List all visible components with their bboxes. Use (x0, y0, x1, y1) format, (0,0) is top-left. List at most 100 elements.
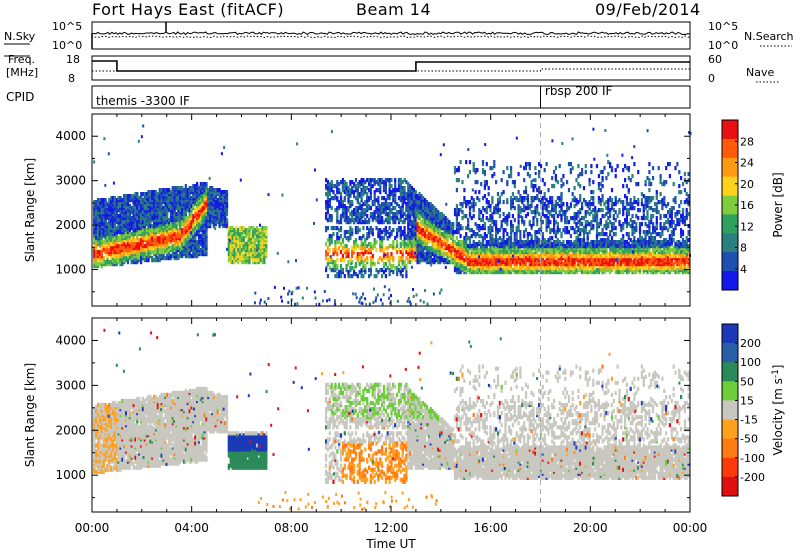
echo-cell (440, 224, 443, 229)
echo-cell (399, 242, 402, 247)
echo-cell (403, 190, 406, 195)
echo-cell (439, 216, 442, 221)
echo-cell (502, 228, 505, 233)
echo-cell (188, 186, 191, 191)
echo-cell (394, 206, 397, 211)
echo-cell (541, 212, 544, 217)
echo-cell (403, 178, 406, 183)
echo-cell (553, 170, 556, 175)
echo-cell (541, 200, 544, 205)
echo-cell (457, 226, 460, 231)
echo-cell (379, 216, 382, 221)
echo-cell (199, 248, 202, 253)
echo-cell (543, 260, 546, 265)
echo-cell (246, 228, 249, 233)
echo-cell (511, 180, 514, 185)
echo-cell (481, 214, 485, 219)
echo-cell (410, 250, 414, 255)
echo-cell (154, 200, 158, 205)
echo-cell (495, 220, 498, 225)
echo-cell (362, 242, 365, 247)
echo-cell (523, 270, 526, 275)
echo-cell (229, 226, 232, 231)
echo-cell (384, 274, 387, 279)
echo-cell (554, 230, 557, 235)
echo-cell (418, 222, 421, 227)
echo-cell (237, 232, 240, 237)
echo-cell (248, 232, 251, 237)
echo-cell (487, 248, 490, 253)
echo-cell (538, 190, 541, 195)
echo-cell (147, 190, 150, 195)
echo-cell (453, 268, 457, 273)
echo-cell (326, 190, 329, 195)
echo-cell (513, 232, 516, 237)
echo-cell (111, 238, 115, 243)
echo-cell (259, 228, 262, 233)
echo-cell (480, 182, 483, 187)
echo-cell (225, 218, 229, 223)
echo-cell (255, 258, 258, 263)
echo-cell (216, 220, 219, 225)
echo-cell (508, 240, 511, 245)
echo-cell (442, 238, 445, 243)
echo-cell (175, 246, 178, 251)
echo-cell (465, 256, 468, 261)
echo-cell (562, 262, 565, 267)
echo-cell (439, 256, 442, 261)
echo-cell (433, 206, 436, 211)
echo-cell (468, 160, 472, 165)
echo-cell (160, 188, 163, 193)
echo-cell (560, 246, 563, 251)
echo-cell (164, 226, 167, 231)
echo-cell (386, 212, 389, 217)
echo-cell (143, 218, 146, 223)
echo-cell (384, 256, 387, 261)
echo-cell (534, 258, 537, 263)
echo-cell (140, 224, 143, 229)
echo-cell (332, 226, 335, 231)
echo-cell (199, 212, 202, 217)
echo-cell (113, 200, 116, 205)
echo-cell (495, 180, 498, 185)
echo-cell (358, 270, 361, 275)
echo-cell (334, 226, 337, 231)
echo-cell (164, 236, 167, 241)
echo-cell (255, 234, 258, 239)
echo-cell (336, 258, 339, 263)
echo-cell (455, 236, 458, 241)
echo-cell (130, 194, 133, 199)
echo-cell (110, 218, 113, 223)
echo-cell (360, 204, 363, 209)
echo-cell (487, 192, 490, 197)
echo-cell (218, 196, 221, 201)
echo-cell (375, 248, 378, 253)
echo-cell (405, 242, 408, 247)
echo-cell (549, 252, 552, 257)
echo-cell (536, 250, 539, 255)
echo-cell (483, 208, 486, 213)
echo-cell (207, 222, 210, 227)
echo-cell (481, 252, 485, 257)
echo-cell (123, 242, 126, 247)
echo-cell (508, 270, 511, 275)
echo-cell (188, 242, 191, 247)
echo-cell (513, 218, 516, 223)
echo-cell (338, 270, 341, 275)
echo-cell (98, 236, 102, 241)
echo-cell (353, 212, 356, 217)
echo-cell (478, 240, 481, 245)
echo-cell (130, 220, 133, 225)
echo-cell (214, 200, 217, 205)
echo-cell (397, 204, 401, 209)
echo-cell (539, 244, 543, 249)
echo-cell (375, 180, 378, 185)
echo-cell (336, 196, 339, 201)
echo-cell (102, 198, 105, 203)
echo-cell (203, 214, 206, 219)
echo-cell (457, 252, 460, 257)
echo-cell (373, 274, 376, 279)
echo-cell (425, 246, 429, 251)
echo-cell (403, 186, 406, 191)
echo-cell (199, 226, 202, 231)
